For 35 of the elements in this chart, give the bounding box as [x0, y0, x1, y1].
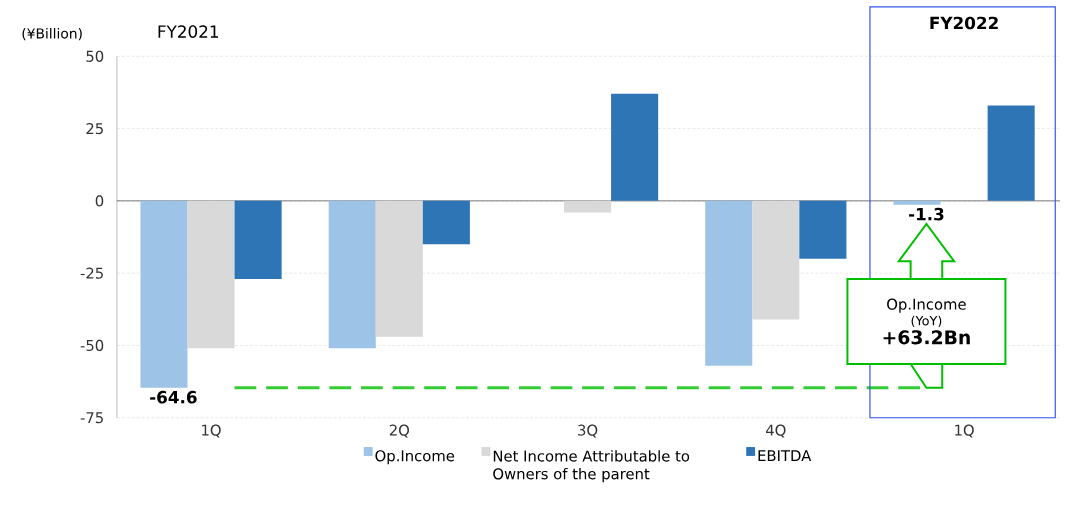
bar: [752, 201, 800, 320]
y-tick-label: -75: [80, 412, 103, 424]
annotation: (YoY): [911, 315, 942, 328]
bar: [187, 201, 235, 349]
x-tick-label: 1Q: [955, 424, 974, 438]
bar: [422, 201, 470, 245]
x-tick-label: 2Q: [389, 424, 410, 438]
data-label: -64.6: [150, 391, 197, 404]
text: FY2021: [158, 25, 218, 39]
x-tick-label: 4Q: [766, 424, 786, 438]
y-tick-label: 0: [95, 195, 104, 207]
x-tick-label: 3Q: [578, 424, 598, 438]
bar: [234, 201, 282, 280]
y-tick-label: -50: [80, 340, 104, 352]
y-tick-label: -25: [80, 267, 103, 279]
y-tick-label: 25: [86, 123, 103, 135]
text: FY2022: [930, 16, 998, 30]
legend-label: Net Income Attributable to Owners of the parent: [493, 450, 690, 483]
legend-label: EBITDA: [758, 450, 812, 462]
data-label: -1.3: [908, 207, 944, 221]
bar: [375, 201, 423, 337]
bar: [799, 201, 847, 259]
annotation: Op.Income: [887, 298, 966, 313]
x-tick-label: 1Q: [202, 424, 221, 438]
legend-label: Op.Income: [375, 450, 455, 465]
bar: [328, 201, 376, 349]
text: (¥Billion): [22, 28, 82, 41]
bar: [893, 201, 941, 205]
bar: [611, 94, 659, 202]
bar: [140, 201, 188, 388]
annotation: +63.2Bn: [883, 330, 970, 345]
bar: [987, 105, 1035, 202]
y-tick-label: 50: [86, 50, 104, 63]
bar: [705, 201, 753, 366]
bar: [564, 201, 612, 213]
